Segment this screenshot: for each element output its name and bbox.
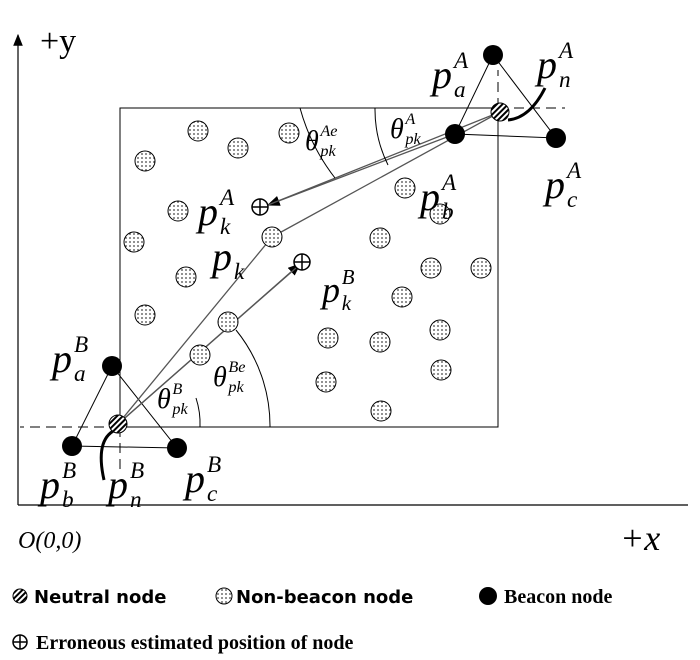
non-beacon-node bbox=[420, 257, 442, 279]
label-base: p bbox=[182, 456, 205, 501]
non-beacon-node bbox=[261, 226, 283, 248]
label-sup: A bbox=[404, 110, 415, 128]
non-beacon-node bbox=[167, 200, 189, 222]
label-sub: pk bbox=[171, 400, 188, 418]
label-sub: k bbox=[220, 214, 231, 240]
label-base: p bbox=[195, 189, 218, 234]
label-base: p bbox=[417, 174, 440, 219]
label-base: p bbox=[37, 462, 60, 507]
label-sub: a bbox=[74, 361, 86, 387]
nodes bbox=[62, 45, 566, 458]
label-sup: B bbox=[172, 380, 182, 398]
label-sup: A bbox=[557, 38, 574, 64]
non-beacon-node bbox=[429, 319, 451, 341]
label-sub: a bbox=[454, 77, 466, 103]
label-sub: k bbox=[342, 291, 352, 315]
label-base: p bbox=[49, 336, 72, 381]
label-sup: Ae bbox=[319, 122, 337, 140]
label-base: p bbox=[429, 52, 452, 97]
non-beacon-node bbox=[134, 304, 156, 326]
label-sup: B bbox=[342, 265, 355, 289]
label-sup: A bbox=[452, 48, 469, 74]
beacon-node bbox=[62, 436, 82, 456]
erroneous-cross bbox=[294, 254, 310, 270]
beacon-node bbox=[102, 356, 122, 376]
label-sup: B bbox=[130, 458, 144, 484]
beacon-node bbox=[546, 128, 566, 148]
non-beacon-node bbox=[394, 177, 416, 199]
beacon-node bbox=[483, 45, 503, 65]
label-base: p bbox=[319, 270, 340, 310]
triangles bbox=[71, 54, 558, 449]
label-base: θ bbox=[213, 362, 227, 393]
label-base: θ bbox=[305, 126, 319, 157]
origin-label: O(0,0) bbox=[18, 528, 81, 554]
label-sub: pk bbox=[319, 142, 336, 160]
non-beacon-node bbox=[470, 257, 492, 279]
non-beacon-node bbox=[187, 120, 209, 142]
non-beacon-node bbox=[369, 227, 391, 249]
label-sub: n bbox=[559, 67, 571, 93]
label-sup: A bbox=[565, 158, 582, 184]
label-sub: b bbox=[62, 487, 74, 513]
label-base: p bbox=[534, 42, 557, 87]
label-sub: c bbox=[207, 481, 218, 507]
label-sup: Be bbox=[228, 358, 245, 376]
non-beacon-node bbox=[227, 137, 249, 159]
label-sub: k bbox=[234, 259, 245, 285]
non-beacon-node bbox=[429, 203, 451, 225]
label-base: p bbox=[105, 462, 128, 507]
neutral-node bbox=[490, 102, 510, 122]
non-beacon-node bbox=[430, 359, 452, 381]
label-sup: B bbox=[62, 458, 76, 484]
beacon-node bbox=[167, 438, 187, 458]
non-beacon-node bbox=[391, 286, 413, 308]
legend-label: Beacon node bbox=[504, 586, 612, 608]
label-sub: pk bbox=[404, 130, 421, 148]
x-axis-label: +x bbox=[620, 518, 660, 558]
label-sup: B bbox=[207, 452, 221, 478]
beacon-node bbox=[445, 124, 465, 144]
y-axis-label: +y bbox=[40, 23, 76, 60]
label-base: θ bbox=[157, 384, 171, 415]
non-beacon-node bbox=[278, 122, 300, 144]
non-beacon-node bbox=[123, 231, 145, 253]
label-base: θ bbox=[390, 114, 404, 145]
label-sub: pk bbox=[227, 378, 244, 396]
label-sup: A bbox=[218, 185, 235, 211]
label-sup: B bbox=[74, 332, 88, 358]
non-beacon-node bbox=[317, 327, 339, 349]
legend-label: Non-beacon node bbox=[236, 587, 413, 608]
label-sub: c bbox=[567, 187, 578, 213]
axes bbox=[13, 33, 688, 506]
legend: Neutral node Non-beacon node Beacon node… bbox=[12, 586, 612, 654]
non-beacon-node bbox=[217, 311, 239, 333]
label-sup: A bbox=[440, 170, 457, 196]
legend-label: Erroneous estimated position of node bbox=[36, 632, 354, 654]
estimate-lines bbox=[117, 111, 501, 425]
angle-arcs bbox=[99, 87, 547, 481]
non-beacon-node bbox=[134, 150, 156, 172]
label-base: p bbox=[209, 234, 232, 279]
non-beacon-node bbox=[315, 371, 337, 393]
non-beacon-node bbox=[175, 266, 197, 288]
legend-label: Neutral node bbox=[34, 587, 166, 608]
non-beacon-node bbox=[370, 400, 392, 422]
label-sub: b bbox=[442, 199, 454, 225]
neutral-node bbox=[108, 414, 128, 434]
non-beacon-node bbox=[369, 331, 391, 353]
label-sub: n bbox=[130, 487, 142, 513]
non-beacon-node bbox=[189, 344, 211, 366]
erroneous-cross bbox=[252, 199, 268, 215]
label-base: p bbox=[542, 162, 565, 207]
